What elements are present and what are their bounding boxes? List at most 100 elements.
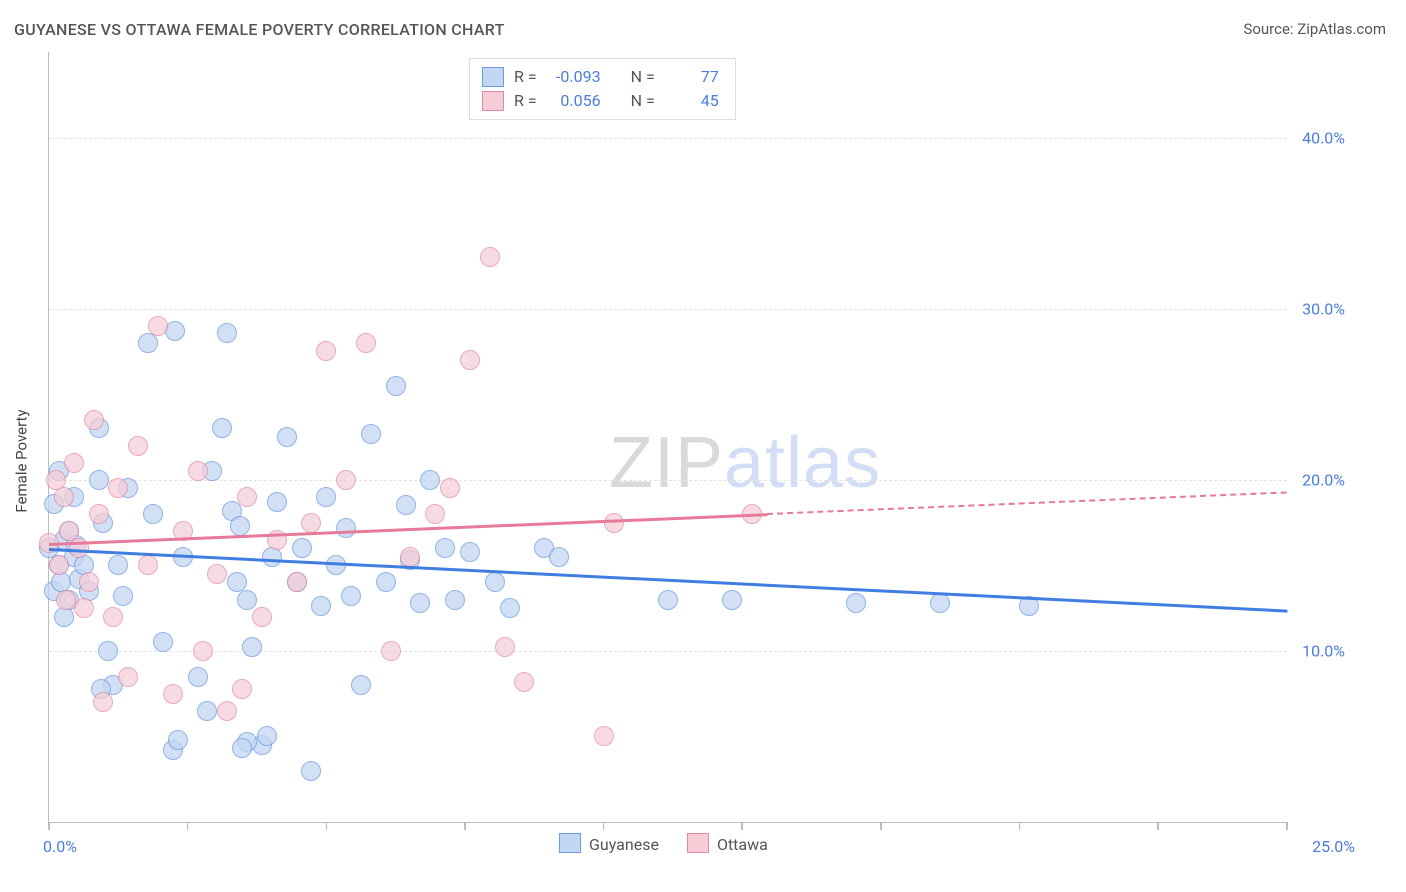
scatter-point	[128, 436, 148, 456]
x-tick	[741, 822, 743, 830]
chart-title: GUYANESE VS OTTAWA FEMALE POVERTY CORREL…	[14, 20, 505, 39]
scatter-point	[188, 461, 208, 481]
series-legend: Guyanese Ottawa	[559, 833, 768, 854]
scatter-point	[113, 586, 133, 606]
scatter-point	[188, 667, 208, 687]
scatter-point	[326, 555, 346, 575]
legend-swatch	[482, 67, 504, 87]
scatter-point	[64, 453, 84, 473]
scatter-point	[168, 730, 188, 750]
scatter-point	[846, 593, 866, 613]
gridline	[49, 651, 1287, 652]
x-axis-end-label: 25.0%	[1312, 837, 1355, 856]
scatter-point	[163, 684, 183, 704]
legend-r-value: -0.093	[547, 65, 601, 89]
scatter-point	[341, 586, 361, 606]
x-tick	[464, 822, 466, 830]
x-tick	[1157, 822, 1159, 830]
scatter-point	[138, 555, 158, 575]
scatter-point	[400, 547, 420, 567]
x-tick	[1019, 822, 1021, 830]
scatter-point	[604, 513, 624, 533]
gridline	[49, 309, 1287, 310]
scatter-point	[277, 427, 297, 447]
scatter-point	[148, 316, 168, 336]
plot-area: ZIPatlas R =-0.093N =77R =0.056N =45 0.0…	[48, 52, 1287, 823]
scatter-point	[212, 418, 232, 438]
scatter-point	[514, 672, 534, 692]
scatter-point	[410, 593, 430, 613]
scatter-point	[242, 637, 262, 657]
scatter-point	[207, 564, 227, 584]
scatter-point	[292, 538, 312, 558]
scatter-point	[440, 478, 460, 498]
source-prefix: Source:	[1243, 20, 1297, 38]
y-tick-label: 30.0%	[1302, 299, 1345, 318]
scatter-point	[480, 247, 500, 267]
y-tick-label: 10.0%	[1302, 641, 1345, 660]
x-tick	[880, 822, 882, 830]
scatter-point	[301, 761, 321, 781]
scatter-point	[84, 410, 104, 430]
scatter-point	[316, 487, 336, 507]
scatter-point	[301, 513, 321, 533]
scatter-point	[311, 596, 331, 616]
legend-r-value: 0.056	[547, 89, 601, 113]
scatter-point	[93, 692, 113, 712]
gridline	[49, 138, 1287, 139]
scatter-point	[103, 607, 123, 627]
scatter-point	[193, 641, 213, 661]
scatter-point	[336, 470, 356, 490]
scatter-point	[197, 701, 217, 721]
watermark: ZIPatlas	[609, 422, 881, 504]
scatter-point	[153, 632, 173, 652]
scatter-point	[143, 504, 163, 524]
scatter-point	[356, 333, 376, 353]
scatter-point	[396, 495, 416, 515]
legend-n-label: N =	[631, 89, 655, 113]
scatter-point	[386, 376, 406, 396]
scatter-point	[376, 572, 396, 592]
chart-container: Female Poverty ZIPatlas R =-0.093N =77R …	[0, 52, 1406, 892]
trend-line-extrapolated	[767, 492, 1287, 516]
scatter-point	[89, 504, 109, 524]
scatter-point	[108, 555, 128, 575]
x-tick	[48, 822, 50, 830]
scatter-point	[500, 598, 520, 618]
x-tick	[1286, 822, 1288, 830]
x-tick	[187, 822, 189, 830]
scatter-point	[495, 637, 515, 657]
scatter-point	[98, 641, 118, 661]
series-legend-label: Guyanese	[589, 835, 659, 854]
legend-n-label: N =	[631, 65, 655, 89]
scatter-point	[237, 590, 257, 610]
source-name: ZipAtlas.com	[1297, 20, 1386, 38]
scatter-point	[425, 504, 445, 524]
scatter-point	[658, 590, 678, 610]
scatter-point	[361, 424, 381, 444]
scatter-point	[252, 607, 272, 627]
scatter-point	[49, 555, 69, 575]
x-tick	[326, 822, 328, 830]
scatter-point	[232, 738, 252, 758]
stats-legend: R =-0.093N =77R =0.056N =45	[469, 58, 736, 120]
scatter-point	[722, 590, 742, 610]
stats-legend-row: R =-0.093N =77	[482, 65, 719, 89]
series-legend-item: Ottawa	[687, 833, 768, 854]
scatter-point	[138, 333, 158, 353]
scatter-point	[262, 547, 282, 567]
scatter-point	[460, 542, 480, 562]
scatter-point	[435, 538, 455, 558]
legend-swatch	[687, 833, 709, 853]
scatter-point	[232, 679, 252, 699]
series-legend-label: Ottawa	[717, 835, 768, 854]
source-attribution: Source: ZipAtlas.com	[1243, 20, 1386, 38]
scatter-point	[118, 667, 138, 687]
legend-n-value: 45	[665, 89, 719, 113]
scatter-point	[287, 572, 307, 592]
scatter-point	[230, 516, 250, 536]
scatter-point	[54, 607, 74, 627]
scatter-point	[485, 572, 505, 592]
legend-n-value: 77	[665, 65, 719, 89]
scatter-point	[351, 675, 371, 695]
